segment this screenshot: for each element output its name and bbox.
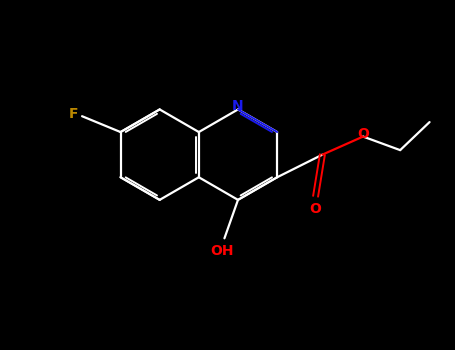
Text: N: N [232, 99, 244, 113]
Text: OH: OH [210, 244, 234, 258]
Text: O: O [310, 202, 322, 216]
Text: O: O [358, 127, 369, 141]
Text: F: F [69, 107, 78, 121]
